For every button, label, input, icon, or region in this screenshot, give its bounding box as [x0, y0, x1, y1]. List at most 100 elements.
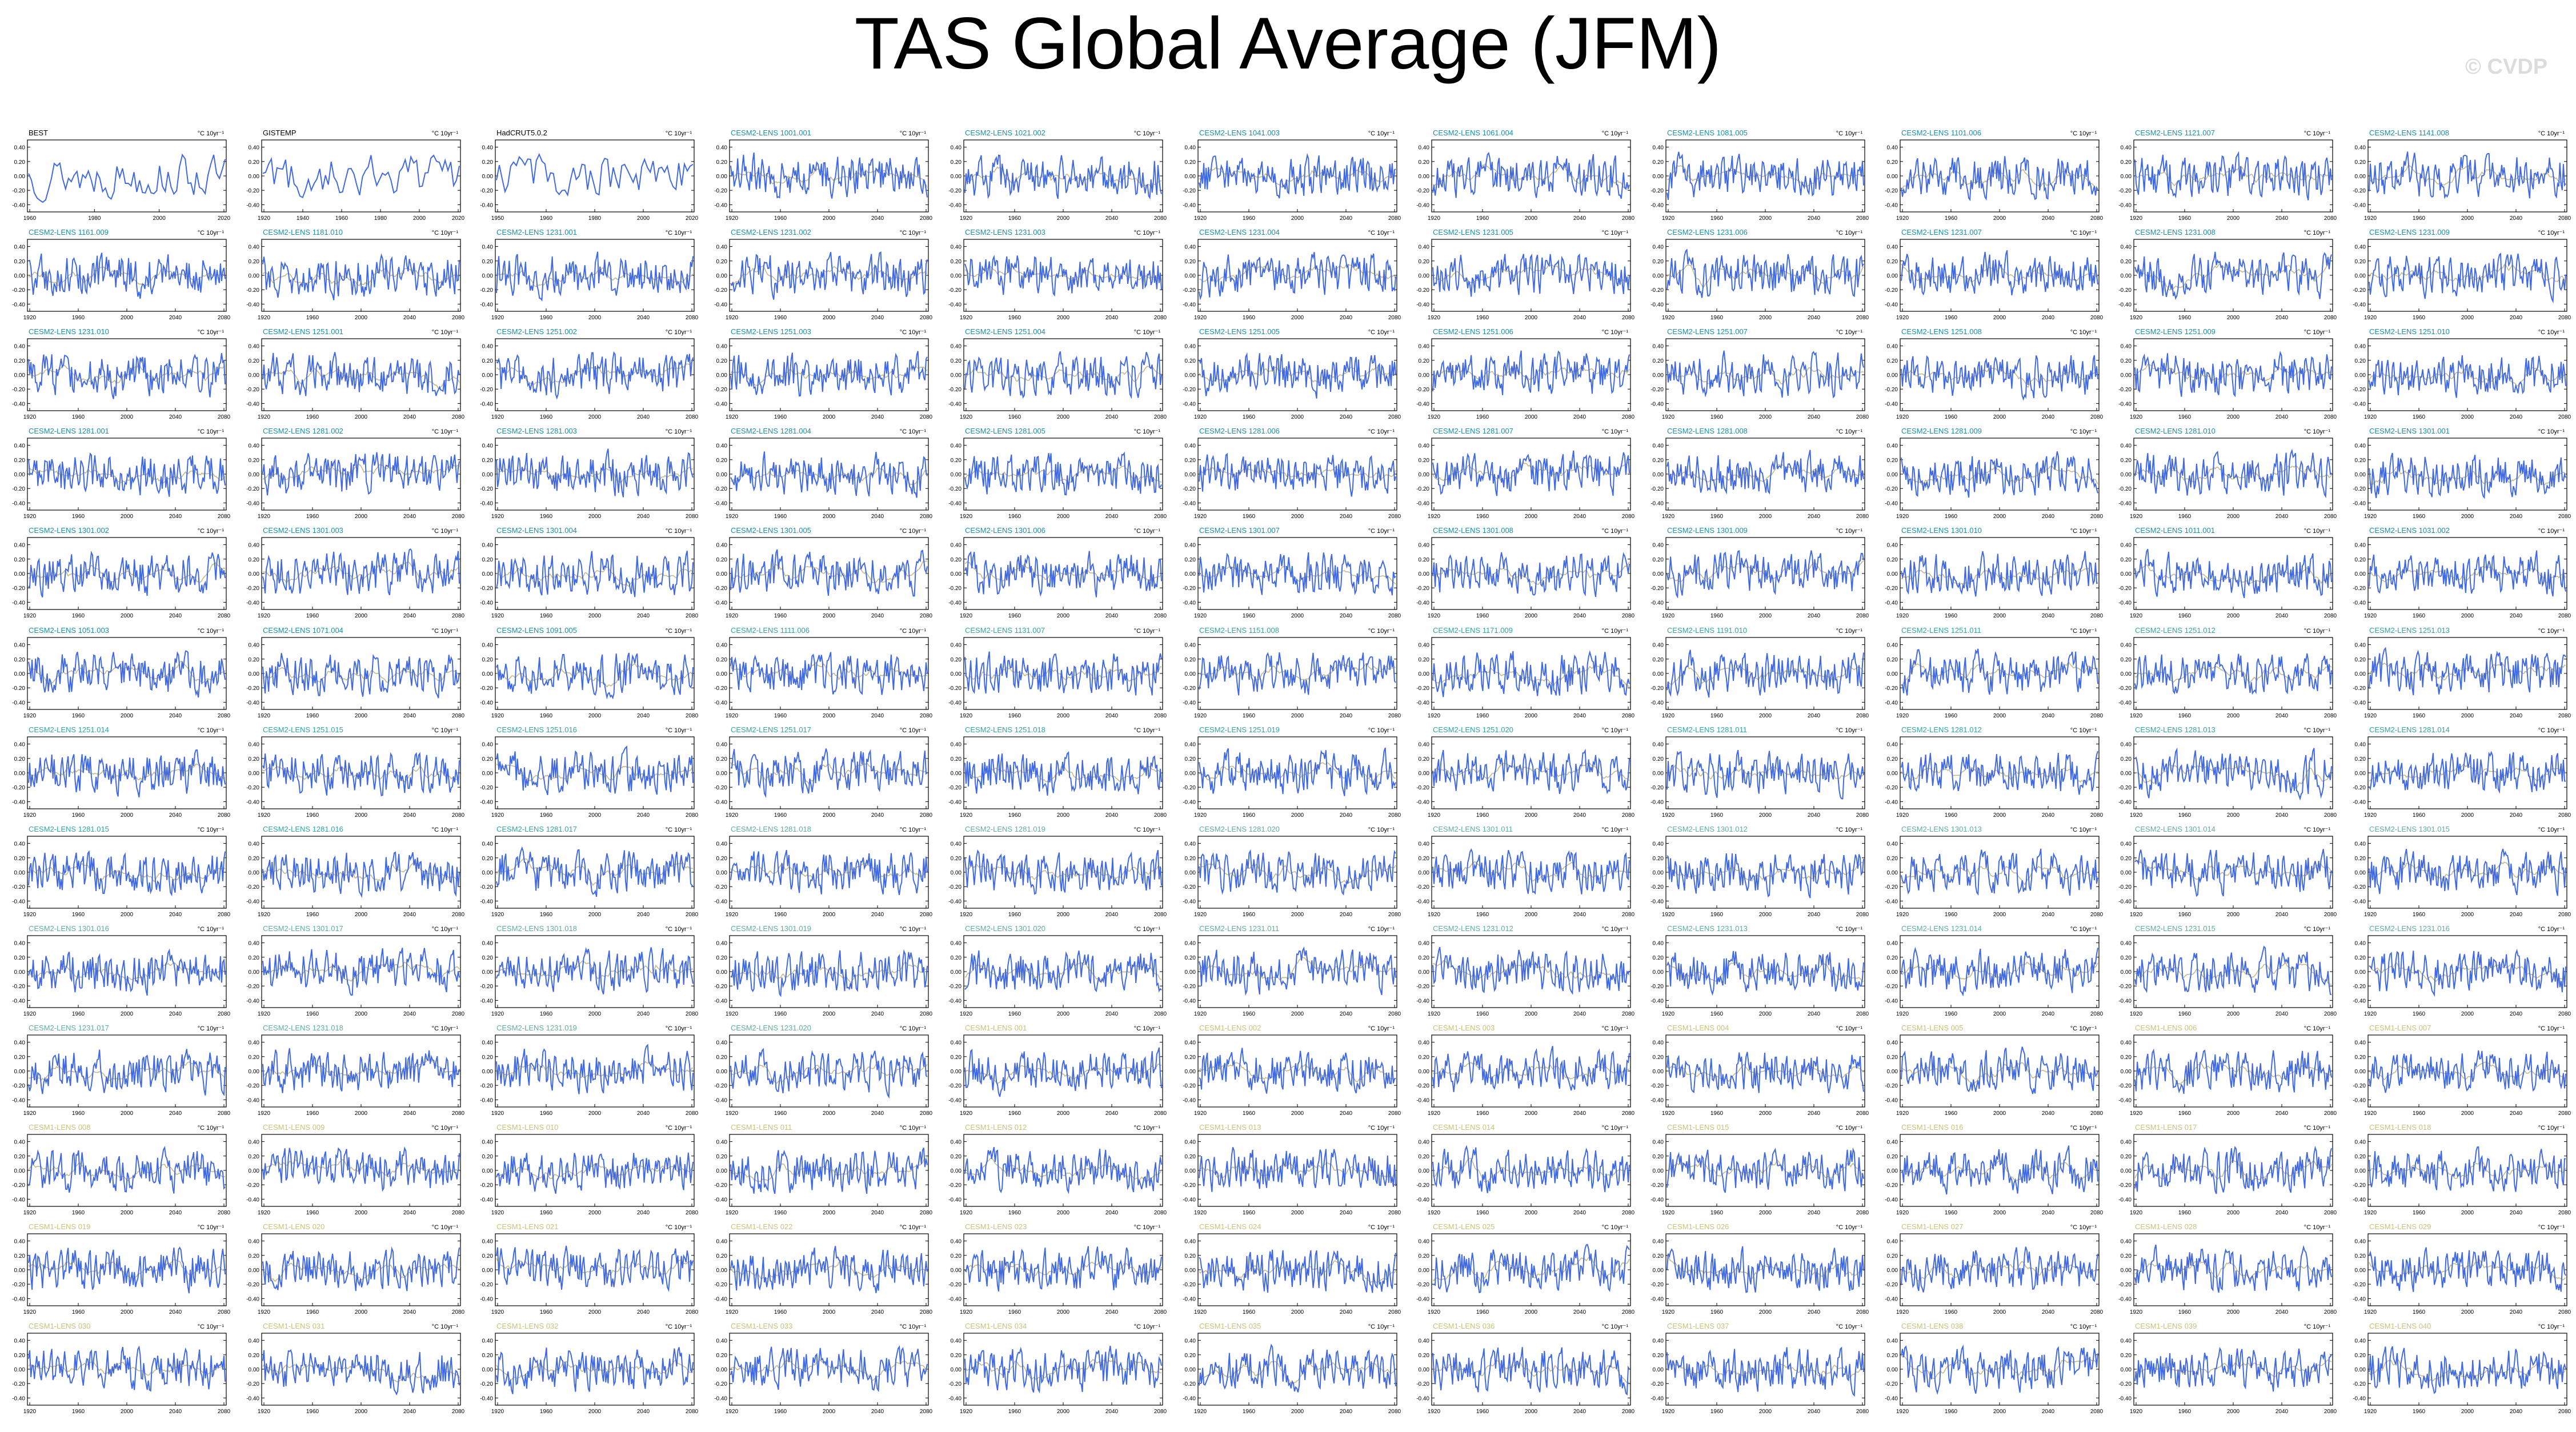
trend-line: [1666, 1160, 1864, 1178]
timeseries-panel: CESM2-LENS 1231.013 °C 10yr⁻¹0.400.200.00…: [1650, 924, 1869, 1017]
y-tick-label: -0.20: [1416, 188, 1429, 194]
x-tick-label: 2080: [2090, 1110, 2104, 1117]
y-tick-label: 0.00: [2355, 671, 2366, 677]
x-tick-label: 2040: [2042, 812, 2055, 819]
x-tick-label: 2080: [2090, 1210, 2104, 1216]
x-tick-label: 1920: [1194, 1110, 1207, 1117]
y-tick-label: 0.40: [716, 1338, 728, 1345]
timeseries-panel: CESM2-LENS 1301.020 °C 10yr⁻¹0.400.200.00…: [948, 924, 1167, 1017]
y-tick-label: 0.20: [1419, 955, 1430, 961]
panel-title: CESM2-LENS 1251.006: [1433, 327, 1513, 336]
y-tick-label: -0.40: [1416, 998, 1429, 1004]
x-tick-label: 1960: [1008, 215, 1021, 222]
y-tick-label: 0.40: [249, 643, 260, 649]
y-tick-label: 0.20: [2121, 458, 2132, 464]
panel-units: °C 10yr⁻¹: [1368, 230, 1395, 236]
series-line: [1432, 848, 1630, 895]
x-tick-label: 2080: [218, 1210, 231, 1216]
x-tick-label: 2040: [1105, 613, 1119, 619]
y-tick-label: -0.20: [2118, 884, 2132, 891]
x-tick-label: 1960: [774, 1210, 787, 1216]
y-tick-label: -0.20: [1183, 984, 1196, 990]
y-tick-label: 0.40: [14, 145, 26, 151]
x-tick-label: 1920: [1662, 514, 1675, 520]
x-tick-label: 1920: [1662, 315, 1675, 321]
panel-title: CESM1-LENS 026: [1667, 1222, 1729, 1231]
y-tick-label: 0.20: [1419, 1054, 1430, 1061]
x-tick-label: 2000: [1291, 414, 1304, 420]
x-tick-label: 1960: [1945, 1309, 1958, 1315]
panel-title: CESM1-LENS 027: [1901, 1222, 1963, 1231]
x-tick-label: 2040: [1808, 1309, 1821, 1315]
y-tick-label: 0.40: [1887, 543, 1898, 549]
series-line: [2369, 1146, 2566, 1192]
x-tick-label: 2000: [2461, 514, 2474, 520]
y-tick-label: 0.40: [1419, 643, 1430, 649]
y-tick-label: 0.20: [1653, 955, 1664, 961]
x-tick-label: 1960: [1945, 1210, 1958, 1216]
panel-title: CESM2-LENS 1281.001: [29, 427, 109, 435]
x-tick-label: 1960: [1476, 1210, 1489, 1216]
y-tick-label: 0.20: [1419, 358, 1430, 364]
y-tick-label: 0.20: [716, 458, 728, 464]
y-tick-label: 0.40: [482, 643, 494, 649]
y-tick-label: -0.20: [480, 1182, 493, 1189]
x-tick-label: 2040: [1340, 1309, 1353, 1315]
x-tick-label: 1960: [774, 1409, 787, 1415]
timeseries-panel: CESM2-LENS 1301.003 °C 10yr⁻¹0.400.200.00…: [246, 526, 464, 619]
x-tick-label: 1960: [1945, 514, 1958, 520]
x-tick-label: 2080: [920, 1011, 933, 1017]
y-tick-label: 0.20: [2355, 756, 2366, 763]
x-tick-label: 1920: [2364, 414, 2377, 420]
x-tick-label: 2000: [121, 1210, 134, 1216]
y-tick-label: 0.20: [249, 856, 260, 862]
series-line: [964, 1246, 1162, 1291]
series-line: [964, 1346, 1162, 1394]
panel-title: CESM2-LENS 1251.005: [1199, 327, 1280, 336]
y-tick-label: 0.00: [2121, 870, 2132, 876]
x-tick-label: 1960: [2178, 215, 2192, 222]
y-tick-label: -0.20: [2118, 486, 2132, 492]
x-tick-label: 1920: [1662, 215, 1675, 222]
panel-title: CESM1-LENS 020: [263, 1222, 324, 1231]
trend-line: [2134, 1359, 2332, 1378]
x-tick-label: 1920: [2130, 812, 2143, 819]
timeseries-panel: CESM1-LENS 021 °C 10yr⁻¹0.400.200.00-0.20…: [480, 1222, 698, 1315]
y-tick-label: 0.40: [1887, 742, 1898, 748]
x-tick-label: 2080: [2558, 315, 2571, 321]
timeseries-panel: CESM1-LENS 007 °C 10yr⁻¹0.400.200.00-0.20…: [2353, 1024, 2571, 1117]
timeseries-panel: CESM2-LENS 1251.004 °C 10yr⁻¹0.400.200.00…: [948, 327, 1167, 420]
x-tick-label: 2080: [1622, 1309, 1635, 1315]
y-tick-label: 0.40: [2121, 941, 2132, 947]
x-tick-label: 2000: [1759, 912, 1772, 918]
y-tick-label: 0.00: [2355, 1367, 2366, 1373]
y-tick-label: -0.40: [1885, 600, 1898, 606]
x-tick-label: 1960: [2178, 1409, 2192, 1415]
series-line: [262, 1246, 460, 1291]
panel-units: °C 10yr⁻¹: [198, 130, 225, 137]
y-tick-label: -0.20: [246, 1282, 259, 1288]
x-tick-label: 2080: [1154, 613, 1167, 619]
y-tick-label: 0.40: [951, 643, 962, 649]
panel-units: °C 10yr⁻¹: [900, 727, 927, 734]
y-tick-label: 0.20: [2355, 1054, 2366, 1061]
y-tick-label: -0.20: [1885, 287, 1898, 294]
x-tick-label: 2000: [1057, 613, 1070, 619]
x-tick-label: 2080: [2090, 215, 2104, 222]
x-tick-label: 2080: [1622, 414, 1635, 420]
y-tick-label: 0.00: [716, 174, 728, 180]
y-tick-label: -0.20: [2118, 984, 2132, 990]
panel-units: °C 10yr⁻¹: [2538, 1125, 2565, 1132]
y-tick-label: 0.20: [14, 657, 26, 663]
x-tick-label: 1960: [72, 713, 85, 719]
timeseries-panel: CESM2-LENS 1091.005 °C 10yr⁻¹0.400.200.00…: [480, 626, 698, 719]
panel-units: °C 10yr⁻¹: [2304, 1125, 2331, 1132]
y-tick-label: 0.40: [2355, 941, 2366, 947]
y-tick-label: -0.40: [1416, 799, 1429, 805]
y-tick-label: 0.40: [2355, 1040, 2366, 1046]
y-tick-label: 0.20: [2121, 856, 2132, 862]
y-tick-label: 0.20: [482, 1253, 494, 1259]
y-tick-label: 0.40: [249, 443, 260, 450]
y-tick-label: 0.00: [1185, 372, 1196, 379]
y-tick-label: 0.20: [1653, 1253, 1664, 1259]
